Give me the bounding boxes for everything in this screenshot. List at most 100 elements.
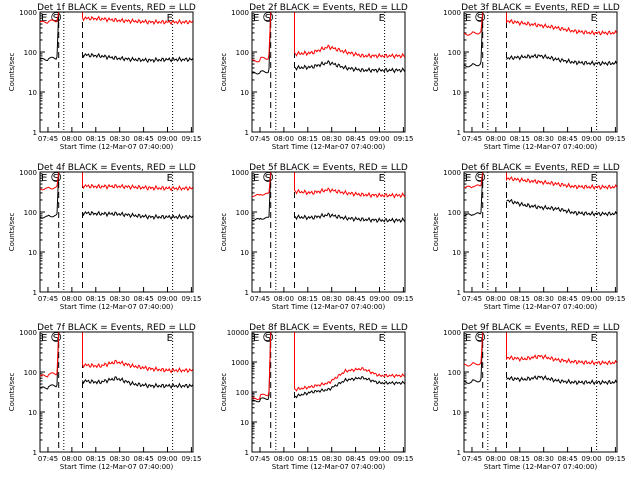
x-axis-label: Start Time (12-Mar-07 07:40:00) [484, 303, 598, 311]
marker-s: S [477, 13, 483, 24]
y-tick-label: 10000 [227, 329, 249, 337]
panel-title: Det 6f BLACK = Events, RED = LLD [461, 163, 620, 173]
y-tick-label: 1 [33, 129, 37, 137]
y-tick-label: 10 [28, 409, 37, 417]
marker-s: S [53, 13, 59, 24]
y-tick-label: 1 [33, 449, 37, 457]
plot-frame [463, 171, 618, 293]
x-axis-label: Start Time (12-Mar-07 07:40:00) [484, 143, 598, 151]
marker-s-circle [475, 172, 486, 182]
y-tick-label: 10 [452, 409, 461, 417]
series-lld-post [294, 332, 406, 392]
x-tick-label: 08:15 [298, 295, 318, 303]
x-tick-label: 09:15 [393, 295, 413, 303]
y-tick-label: 1000 [231, 169, 249, 177]
series-lld-pre [39, 172, 60, 191]
y-tick-label: 1 [457, 449, 461, 457]
x-tick-label: 09:00 [369, 135, 389, 143]
y-tick-label: 100 [24, 209, 37, 217]
series-lld-post [294, 12, 406, 60]
marker-e-end: E [591, 13, 597, 24]
marker-s-circle [263, 172, 274, 182]
x-tick-label: 08:30 [322, 135, 342, 143]
series-lld-post [82, 172, 194, 192]
marker-s: S [265, 173, 271, 184]
series-lld-pre [39, 332, 60, 378]
series-lld-pre [463, 332, 484, 367]
marker-s-circle [51, 172, 62, 182]
marker-s: S [53, 173, 59, 184]
series-lld-pre [251, 332, 272, 401]
x-tick-label: 08:45 [134, 135, 154, 143]
y-tick-label: 1 [245, 129, 249, 137]
x-tick-label: 08:30 [110, 295, 130, 303]
y-tick-label: 1000 [231, 359, 249, 367]
x-tick-label: 07:45 [250, 295, 270, 303]
x-tick-label: 09:00 [369, 455, 389, 463]
marker-e-end: E [167, 173, 173, 184]
x-tick-label: 07:45 [462, 295, 482, 303]
y-tick-label: 10 [240, 419, 249, 427]
series-events-pre [39, 172, 60, 219]
x-tick-label: 09:15 [605, 455, 625, 463]
series-events-post [82, 52, 194, 64]
x-tick-label: 08:15 [298, 455, 318, 463]
y-axis-label: Counts/sec [432, 373, 440, 412]
x-tick-label: 09:15 [181, 455, 201, 463]
y-axis-label: Counts/sec [8, 213, 16, 252]
plot-frame [39, 331, 194, 453]
series-events-post [294, 59, 406, 74]
plot-frame [251, 11, 406, 133]
x-tick-label: 08:45 [558, 295, 578, 303]
y-tick-label: 10 [28, 249, 37, 257]
y-tick-label: 1 [33, 289, 37, 297]
marker-e-start: E [253, 173, 259, 184]
x-tick-label: 08:45 [346, 295, 366, 303]
x-tick-label: 08:15 [510, 135, 530, 143]
y-tick-label: 10 [452, 89, 461, 97]
x-tick-label: 08:00 [62, 295, 82, 303]
x-tick-label: 09:15 [181, 295, 201, 303]
marker-s-circle [263, 332, 274, 342]
x-tick-label: 08:00 [486, 135, 506, 143]
x-tick-label: 08:15 [86, 455, 106, 463]
plot-frame [39, 11, 194, 133]
marker-e-end: E [167, 333, 173, 344]
y-tick-label: 100 [236, 49, 249, 57]
x-tick-label: 07:45 [250, 135, 270, 143]
y-axis-label: Counts/sec [432, 213, 440, 252]
x-tick-label: 09:00 [157, 455, 177, 463]
x-tick-label: 08:30 [534, 455, 554, 463]
series-events-pre [463, 12, 484, 68]
series-lld-post [506, 332, 618, 366]
x-tick-label: 08:45 [134, 455, 154, 463]
y-tick-label: 100 [24, 369, 37, 377]
x-tick-label: 09:15 [393, 455, 413, 463]
series-events-pre [251, 332, 272, 403]
y-axis-label: Counts/sec [432, 53, 440, 92]
y-tick-label: 100 [448, 369, 461, 377]
panel-det-5: Det 5f BLACK = Events, RED = LLD 1 10 100 10… [220, 163, 414, 311]
series-lld-post [82, 12, 194, 26]
marker-s: S [53, 333, 59, 344]
x-tick-label: 09:15 [393, 135, 413, 143]
series-lld-pre [39, 12, 60, 24]
y-tick-label: 1000 [19, 169, 37, 177]
x-tick-label: 07:45 [462, 135, 482, 143]
x-tick-label: 08:00 [486, 455, 506, 463]
y-tick-label: 1000 [231, 9, 249, 17]
series-events-post [506, 374, 618, 386]
x-tick-label: 08:45 [134, 295, 154, 303]
y-tick-label: 10 [240, 249, 249, 257]
x-tick-label: 09:00 [157, 135, 177, 143]
x-tick-label: 08:00 [62, 455, 82, 463]
x-axis-label: Start Time (12-Mar-07 07:40:00) [60, 463, 174, 471]
x-tick-label: 09:00 [157, 295, 177, 303]
x-tick-label: 08:15 [298, 135, 318, 143]
series-events-post [294, 212, 406, 224]
series-events-post [82, 376, 194, 389]
panel-det-9: Det 9f BLACK = Events, RED = LLD 1 10 100 10… [432, 323, 626, 471]
x-tick-label: 08:30 [322, 455, 342, 463]
